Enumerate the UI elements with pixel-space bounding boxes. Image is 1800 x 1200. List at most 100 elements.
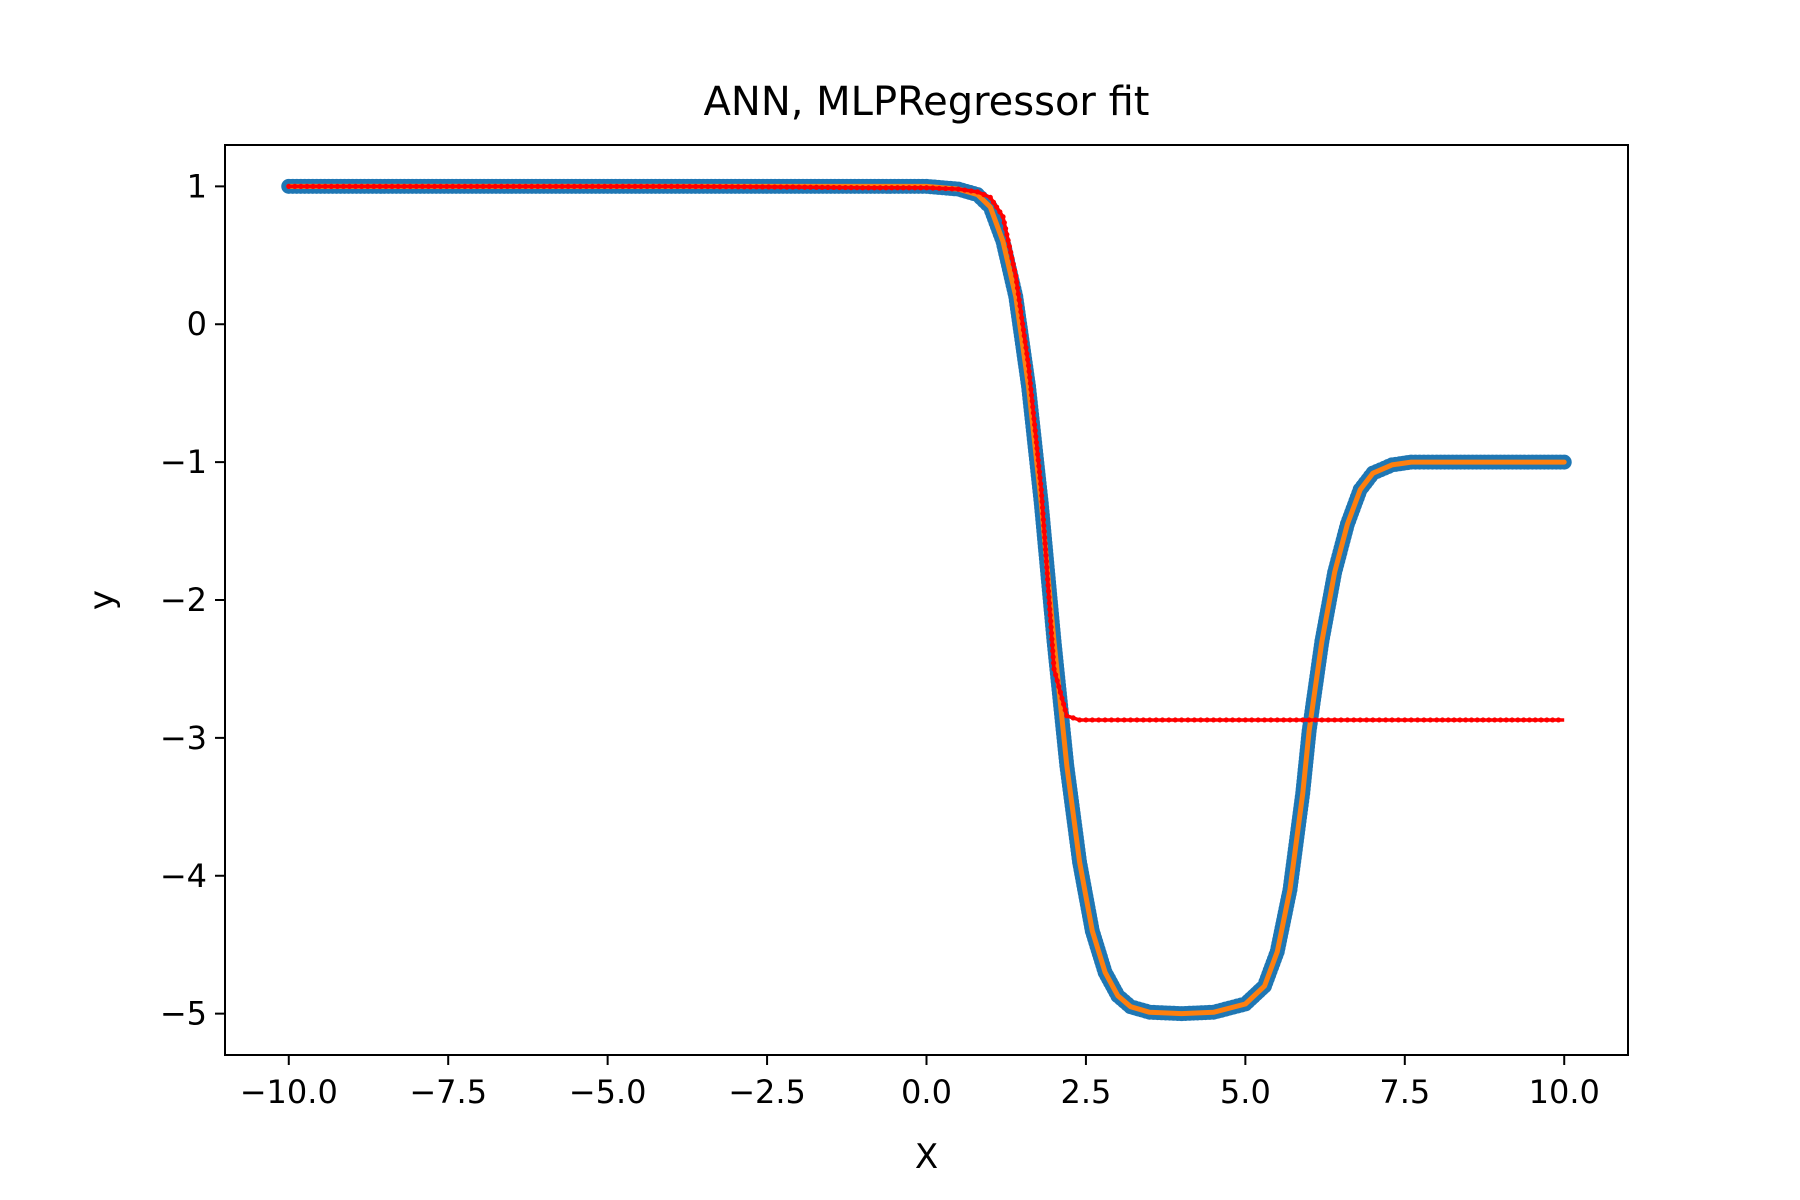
prediction-point: [1024, 351, 1030, 357]
prediction-point: [1070, 715, 1076, 721]
prediction-point: [1468, 717, 1475, 723]
prediction-point: [699, 183, 705, 190]
prediction-point: [674, 183, 681, 189]
prediction-point: [1140, 717, 1146, 723]
prediction-point: [790, 184, 796, 190]
prediction-point: [1389, 717, 1395, 723]
prediction-point: [1047, 612, 1053, 618]
prediction-point: [1039, 505, 1046, 511]
prediction-point: [1427, 717, 1433, 723]
x-tick-label: −7.5: [409, 1073, 487, 1111]
prediction-point: [1030, 410, 1036, 416]
prediction-point: [304, 183, 310, 189]
prediction-point: [1023, 345, 1029, 351]
prediction-point: [1046, 594, 1052, 600]
prediction-point: [680, 183, 687, 190]
prediction-point: [894, 185, 901, 191]
prediction-point: [807, 184, 814, 190]
prediction-point: [553, 183, 559, 189]
prediction-point: [1497, 717, 1504, 723]
prediction-point: [1008, 249, 1014, 255]
prediction-point: [668, 183, 675, 189]
prediction-point: [1121, 717, 1127, 723]
prediction-point: [962, 187, 968, 193]
prediction-point: [747, 184, 753, 190]
prediction-point: [1034, 445, 1040, 451]
prediction-point: [589, 183, 596, 189]
prediction-point: [877, 185, 883, 191]
prediction-point: [1521, 717, 1527, 723]
prediction-point: [1408, 717, 1414, 723]
prediction-point: [796, 184, 802, 190]
prediction-point: [1046, 600, 1052, 606]
prediction-point: [1041, 522, 1047, 529]
prediction-point: [1014, 279, 1020, 285]
prediction-point: [365, 183, 371, 189]
prediction-point: [383, 183, 389, 189]
prediction-point: [413, 183, 419, 189]
prediction-point: [1028, 386, 1034, 392]
prediction-point: [772, 184, 778, 190]
prediction-point: [608, 183, 614, 189]
prediction-point: [1526, 717, 1533, 723]
prediction-point: [1544, 717, 1550, 723]
prediction-point: [1102, 717, 1108, 723]
prediction-point: [601, 183, 608, 189]
prediction-point: [705, 183, 711, 190]
prediction-point: [1021, 333, 1027, 339]
x-tick-label: 0.0: [901, 1073, 952, 1111]
prediction-point: [825, 184, 831, 190]
prediction-point: [1045, 582, 1051, 588]
prediction-point: [949, 186, 955, 192]
prediction-point: [438, 183, 444, 189]
prediction-point: [883, 185, 889, 191]
series-data-scatter: [281, 178, 1572, 1022]
prediction-point: [577, 183, 583, 189]
prediction-point: [498, 183, 504, 189]
prediction-point: [1042, 546, 1049, 553]
prediction-point: [729, 184, 735, 190]
prediction-point: [1013, 273, 1019, 279]
prediction-point: [1503, 717, 1509, 723]
prediction-point: [854, 185, 860, 191]
prediction-point: [1172, 717, 1178, 723]
prediction-point: [918, 185, 924, 191]
prediction-point: [1019, 321, 1026, 327]
prediction-point: [1049, 642, 1055, 648]
prediction-point: [1038, 487, 1044, 493]
prediction-point: [1306, 717, 1312, 723]
prediction-point: [1031, 416, 1037, 422]
prediction-point: [1166, 717, 1172, 723]
prediction-point: [1332, 717, 1338, 723]
prediction-point: [407, 183, 413, 189]
prediction-point: [1036, 463, 1042, 469]
prediction-point: [831, 184, 837, 191]
prediction-point: [310, 183, 316, 189]
prediction-point: [1053, 672, 1059, 678]
x-axis: −10.0 −7.5 −5.0 −2.5 0.0 2.5 5.0 7.5 10.0: [240, 1055, 1600, 1111]
prediction-point: [1255, 717, 1261, 723]
prediction-point: [547, 183, 553, 189]
prediction-point: [1059, 695, 1065, 701]
prediction-point: [1550, 717, 1556, 723]
prediction-point: [1376, 717, 1382, 723]
prediction-point: [1281, 717, 1287, 723]
prediction-point: [1039, 493, 1045, 499]
prediction-point: [912, 185, 918, 191]
prediction-point: [784, 184, 790, 190]
prediction-point: [930, 185, 936, 191]
prediction-point: [1096, 717, 1102, 723]
prediction-point: [981, 192, 987, 198]
prediction-point: [1383, 717, 1389, 723]
x-tick-label: −2.5: [728, 1073, 806, 1111]
prediction-point: [510, 183, 517, 189]
prediction-point: [456, 183, 462, 189]
prediction-point: [1414, 717, 1421, 723]
prediction-point: [1421, 717, 1427, 723]
prediction-point: [753, 184, 760, 190]
x-tick-label: −10.0: [240, 1073, 338, 1111]
prediction-point: [1045, 588, 1052, 594]
prediction-point: [1032, 422, 1038, 428]
plot-area: [281, 178, 1572, 1022]
prediction-point: [990, 199, 997, 205]
